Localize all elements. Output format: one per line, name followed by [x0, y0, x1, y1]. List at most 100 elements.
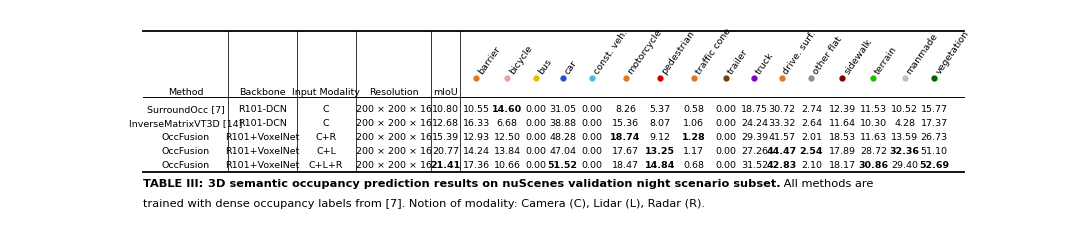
- Text: trailer: trailer: [726, 47, 750, 76]
- Text: 11.53: 11.53: [860, 105, 887, 114]
- Text: 8.26: 8.26: [615, 105, 636, 114]
- Text: Resolution: Resolution: [368, 88, 418, 97]
- Text: C+L: C+L: [316, 147, 336, 156]
- Text: OccFusion: OccFusion: [162, 133, 210, 142]
- Text: 10.52: 10.52: [891, 105, 918, 114]
- Text: 11.63: 11.63: [860, 133, 887, 142]
- Text: 18.17: 18.17: [828, 161, 855, 170]
- Text: 44.47: 44.47: [767, 147, 797, 156]
- Text: const. veh.: const. veh.: [592, 28, 630, 76]
- Text: R101+VoxelNet: R101+VoxelNet: [226, 147, 299, 156]
- Text: other flat: other flat: [811, 35, 843, 76]
- Text: 11.64: 11.64: [828, 119, 855, 128]
- Text: 0.00: 0.00: [582, 119, 603, 128]
- Text: 4.28: 4.28: [894, 119, 915, 128]
- Text: 200 × 200 × 16: 200 × 200 × 16: [355, 161, 432, 170]
- Text: 17.37: 17.37: [920, 119, 947, 128]
- Text: 0.00: 0.00: [582, 105, 603, 114]
- Text: 28.72: 28.72: [860, 147, 887, 156]
- Text: 18.53: 18.53: [828, 133, 856, 142]
- Text: 17.36: 17.36: [462, 161, 489, 170]
- Text: motorcycle: motorcycle: [625, 27, 663, 76]
- Text: 30.86: 30.86: [859, 161, 889, 170]
- Text: 1.17: 1.17: [684, 147, 704, 156]
- Text: 51.10: 51.10: [920, 147, 947, 156]
- Text: 200 × 200 × 16: 200 × 200 × 16: [355, 133, 432, 142]
- Text: trained with dense occupancy labels from [7]. Notion of modality: Camera (C), Li: trained with dense occupancy labels from…: [144, 199, 705, 209]
- Text: 0.58: 0.58: [684, 105, 704, 114]
- Text: 0.00: 0.00: [715, 147, 737, 156]
- Text: 13.59: 13.59: [891, 133, 918, 142]
- Text: 0.00: 0.00: [715, 161, 737, 170]
- Text: 18.47: 18.47: [612, 161, 639, 170]
- Text: 2.01: 2.01: [800, 133, 822, 142]
- Text: 14.24: 14.24: [462, 147, 489, 156]
- Text: 0.68: 0.68: [684, 161, 704, 170]
- Text: 15.77: 15.77: [920, 105, 947, 114]
- Text: 14.84: 14.84: [645, 161, 675, 170]
- Text: 10.80: 10.80: [432, 105, 459, 114]
- Text: 200 × 200 × 16: 200 × 200 × 16: [355, 105, 432, 114]
- Text: 5.37: 5.37: [649, 105, 671, 114]
- Text: 3D semantic occupancy prediction results on nuScenes validation night scenario s: 3D semantic occupancy prediction results…: [207, 179, 780, 189]
- Text: 15.39: 15.39: [432, 133, 459, 142]
- Text: bus: bus: [536, 57, 553, 76]
- Text: 2.64: 2.64: [800, 119, 822, 128]
- Text: 1.28: 1.28: [681, 133, 705, 142]
- Text: 29.39: 29.39: [741, 133, 768, 142]
- Text: mIoU: mIoU: [433, 88, 458, 97]
- Text: 17.89: 17.89: [828, 147, 855, 156]
- Text: 2.54: 2.54: [799, 147, 823, 156]
- Text: 26.73: 26.73: [920, 133, 947, 142]
- Text: C: C: [323, 119, 329, 128]
- Text: R101-DCN: R101-DCN: [238, 119, 287, 128]
- Text: 15.36: 15.36: [612, 119, 639, 128]
- Text: 0.00: 0.00: [526, 161, 546, 170]
- Text: 47.04: 47.04: [549, 147, 576, 156]
- Text: 52.69: 52.69: [919, 161, 949, 170]
- Text: Backbone: Backbone: [239, 88, 286, 97]
- Text: 6.68: 6.68: [497, 119, 517, 128]
- Text: TABLE III:: TABLE III:: [144, 179, 207, 189]
- Text: 21.41: 21.41: [431, 161, 461, 170]
- Text: 16.33: 16.33: [462, 119, 490, 128]
- Text: Method: Method: [168, 88, 203, 97]
- Text: OccFusion: OccFusion: [162, 147, 210, 156]
- Text: 18.74: 18.74: [610, 133, 640, 142]
- Text: 32.36: 32.36: [890, 147, 919, 156]
- Text: barrier: barrier: [476, 44, 502, 76]
- Text: 27.26: 27.26: [741, 147, 768, 156]
- Text: 38.88: 38.88: [549, 119, 577, 128]
- Text: All methods are: All methods are: [780, 179, 874, 189]
- Text: 51.52: 51.52: [548, 161, 578, 170]
- Text: C+R: C+R: [315, 133, 337, 142]
- Text: pedestrian: pedestrian: [660, 29, 697, 76]
- Text: truck: truck: [755, 51, 775, 76]
- Text: 0.00: 0.00: [526, 105, 546, 114]
- Text: 2.74: 2.74: [800, 105, 822, 114]
- Text: 18.75: 18.75: [741, 105, 768, 114]
- Text: vegetation: vegetation: [934, 29, 971, 76]
- Text: 0.00: 0.00: [582, 133, 603, 142]
- Text: 48.28: 48.28: [549, 133, 576, 142]
- Text: 10.66: 10.66: [494, 161, 521, 170]
- Text: manmade: manmade: [905, 31, 940, 76]
- Text: C: C: [323, 105, 329, 114]
- Text: 0.00: 0.00: [715, 133, 737, 142]
- Text: 1.06: 1.06: [684, 119, 704, 128]
- Text: 12.68: 12.68: [432, 119, 459, 128]
- Text: R101+VoxelNet: R101+VoxelNet: [226, 161, 299, 170]
- Text: 2.10: 2.10: [800, 161, 822, 170]
- Text: 200 × 200 × 16: 200 × 200 × 16: [355, 119, 432, 128]
- Text: 33.32: 33.32: [768, 119, 796, 128]
- Text: traffic cone: traffic cone: [693, 26, 732, 76]
- Text: SurroundOcc [7]: SurroundOcc [7]: [147, 105, 225, 114]
- Text: 17.67: 17.67: [612, 147, 639, 156]
- Text: 41.57: 41.57: [768, 133, 795, 142]
- Text: 20.77: 20.77: [432, 147, 459, 156]
- Text: 31.52: 31.52: [741, 161, 768, 170]
- Text: Input Modality: Input Modality: [293, 88, 360, 97]
- Text: car: car: [563, 58, 579, 76]
- Text: 29.40: 29.40: [891, 161, 918, 170]
- Text: 12.93: 12.93: [462, 133, 489, 142]
